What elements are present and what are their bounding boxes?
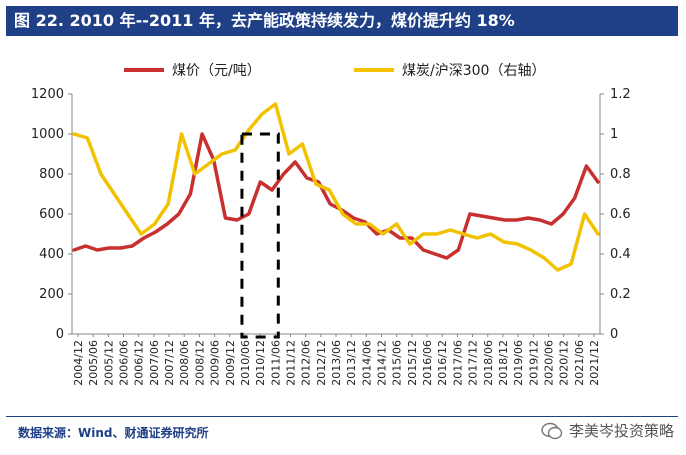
x-tick-label: 2019/06: [512, 340, 525, 386]
x-tick-label: 2017/12: [467, 340, 480, 386]
source-divider: [6, 416, 678, 417]
legend-label-0: 煤价（元/吨）: [172, 63, 261, 79]
axes: 0 200 400 600 800 1000 1200 0 0.2 0.4 0.6 0.8 1 1.2 20…: [31, 87, 631, 386]
line-chart: 煤价（元/吨） 煤炭/沪深300（右轴） 02004006008001000120…: [31, 63, 631, 386]
x-tick-label: 2004/12: [72, 340, 85, 386]
x-tick-label: 2005/12: [102, 340, 115, 386]
x-tick-label: 2010/12: [254, 340, 267, 386]
x-tick-label: 2014/12: [376, 340, 389, 386]
x-tick-label: 2017/06: [451, 340, 464, 386]
x-tick-label: 2007/06: [148, 340, 161, 386]
x-tick-label: 2011/12: [284, 340, 297, 386]
y-right-tick-label: 0.2: [610, 287, 631, 302]
x-tick-label: 2012/06: [300, 340, 313, 386]
x-tick-label: 2011/06: [269, 340, 282, 386]
x-tick-label: 2008/12: [193, 340, 206, 386]
wechat-icon: [541, 422, 563, 439]
y-right-tick-label: 0.8: [610, 167, 631, 182]
x-tick-label: 2020/12: [558, 340, 571, 386]
x-tick-label: 2009/06: [209, 340, 222, 386]
x-tick-label: 2015/12: [406, 340, 419, 386]
x-tick-label: 2005/06: [87, 340, 100, 386]
x-tick-label: 2020/06: [542, 340, 555, 386]
x-tick-label: 2014/06: [360, 340, 373, 386]
x-tick-label: 2019/12: [527, 340, 540, 386]
y-right-tick-label: 1: [610, 127, 618, 142]
y-right-tick-label: 0: [610, 327, 618, 342]
x-tick-label: 2013/12: [345, 340, 358, 386]
highlight-box: [240, 132, 280, 339]
figure-title: 图 22. 2010 年--2011 年，去产能政策持续发力，煤价提升约 18%: [6, 6, 678, 36]
watermark: 李美岑投资策略: [541, 420, 674, 441]
x-tick-label: 2021/12: [588, 340, 601, 386]
x-tick-label: 2016/06: [421, 340, 434, 386]
x-tick-label: 2010/06: [239, 340, 252, 386]
y-left-tick-label: 1000: [31, 127, 64, 142]
x-tick-label: 2006/12: [133, 340, 146, 386]
legend: 煤价（元/吨） 煤炭/沪深300（右轴）: [124, 63, 545, 79]
y-left-tick-label: 800: [39, 167, 64, 182]
y-left-tick-label: 600: [39, 207, 64, 222]
series-line-0: [72, 132, 600, 260]
legend-label-1: 煤炭/沪深300（右轴）: [402, 63, 545, 79]
x-tick-label: 2021/06: [573, 340, 586, 386]
x-tick-label: 2007/12: [163, 340, 176, 386]
x-tick-label: 2006/06: [118, 340, 131, 386]
y-right-tick-label: 0.4: [610, 247, 631, 262]
watermark-text: 李美岑投资策略: [568, 422, 674, 440]
y-left-tick-label: 0: [56, 327, 64, 342]
y-left-tick-label: 400: [39, 247, 64, 262]
x-tick-label: 2015/06: [391, 340, 404, 386]
series-lines: [72, 102, 600, 272]
x-tick-label: 2009/12: [224, 340, 237, 386]
y-left-tick-label: 200: [39, 287, 64, 302]
series-line-1: [72, 102, 600, 272]
y-right-tick-label: 1.2: [610, 87, 631, 102]
x-tick-label: 2008/06: [178, 340, 191, 386]
x-tick-label: 2016/12: [436, 340, 449, 386]
y-left-tick-label: 1200: [31, 87, 64, 102]
y-right-tick-label: 0.6: [610, 207, 631, 222]
x-tick-label: 2012/12: [315, 340, 328, 386]
x-tick-label: 2013/06: [330, 340, 343, 386]
x-tick-label: 2018/12: [497, 340, 510, 386]
x-tick-label: 2018/06: [482, 340, 495, 386]
data-source: 数据来源：Wind、财通证券研究所: [18, 426, 209, 440]
